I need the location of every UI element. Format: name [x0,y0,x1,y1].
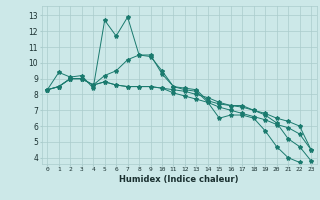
X-axis label: Humidex (Indice chaleur): Humidex (Indice chaleur) [119,175,239,184]
